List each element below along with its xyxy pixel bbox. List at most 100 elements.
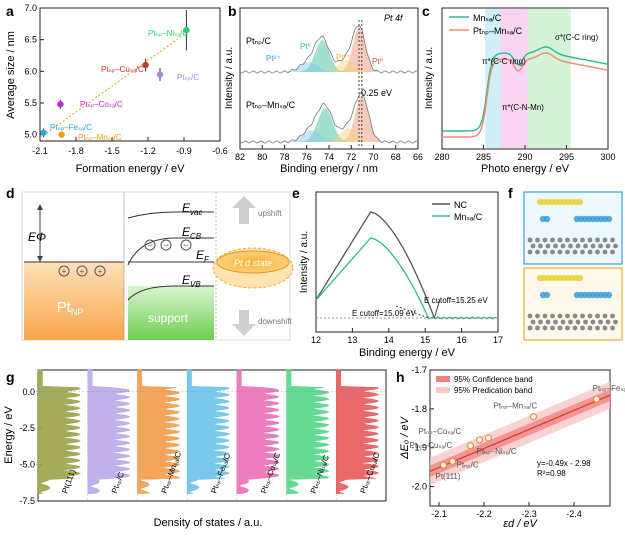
e-legend-2: Mnₛₐ/C xyxy=(454,212,483,222)
b-peak-top-pt0b xyxy=(240,40,418,72)
e-cutoff-arrow-2 xyxy=(433,299,441,319)
f-substrate-atom xyxy=(575,243,581,249)
e-xlabel: Binding energy / eV xyxy=(359,347,456,359)
f-substrate-atom xyxy=(568,319,573,325)
d-vac-level xyxy=(127,211,214,219)
panel-label-e: e xyxy=(292,185,300,201)
f-substrate-atom xyxy=(557,313,563,319)
h-ylabel: ΔEₒ / eV xyxy=(399,416,411,460)
b-ylabel: Intensity / a.u. xyxy=(224,47,235,109)
c-ann-pi-cnmn: π*(C-N-Mn) xyxy=(502,103,544,112)
e-cutoff-2: E cutoff=15.25 eV xyxy=(424,296,488,305)
e-ylabel: Intensity / a.u. xyxy=(299,231,310,293)
b-xtick-label: 68 xyxy=(391,152,401,162)
f-substrate-atom xyxy=(557,237,563,243)
f-substrate-atom xyxy=(610,237,615,243)
f-substrate-atom xyxy=(613,243,618,249)
a-xtick-label: -0.9 xyxy=(176,146,192,156)
f-substrate-atom xyxy=(545,243,551,249)
h-point-label: Pt(111) xyxy=(436,472,461,481)
d-plus-3: + xyxy=(98,267,103,276)
panel-c: 280 285 290 295 300 Mnₛₐ/C Ptₙₚ–Mnₛₐ/C σ*(C-… xyxy=(424,7,616,175)
f-substrate-atom xyxy=(538,243,543,249)
d-ef: EF xyxy=(196,248,210,264)
a-ytick-label: 7.0 xyxy=(24,3,37,13)
h-point xyxy=(448,457,457,465)
f-substrate-atom xyxy=(595,249,600,255)
d-minus-1: − xyxy=(147,240,152,250)
h-legend-box-1 xyxy=(436,376,450,382)
f-substrate-atom xyxy=(527,313,533,319)
d-ecb-e: E xyxy=(182,225,191,239)
a-point xyxy=(58,131,65,138)
panel-label-c: c xyxy=(422,3,430,19)
h-point-label: Ptₙₚ–Niₛₐ/C xyxy=(477,447,517,456)
c-ann-pi-cc: π*(C-C ring) xyxy=(482,57,526,66)
a-point xyxy=(57,101,64,108)
c-ylabel: Intensity / a.u. xyxy=(424,47,435,109)
a-xtick-label: -1.2 xyxy=(140,146,156,156)
a-xtick-label: -1.8 xyxy=(68,146,84,156)
f-substrate-atom xyxy=(598,319,603,325)
h-point-label: Ptₙₚ–Feₛₐ/C xyxy=(593,384,625,393)
f-substrate-atom xyxy=(560,319,566,325)
d-pt-main: Pt xyxy=(57,299,72,316)
panel-b: 82 80 78 76 74 72 70 68 66 Pt 4f Ptₙₚ/C Ptₙₚ–Mnₛ… xyxy=(224,7,423,175)
a-xtick-label: -0.6 xyxy=(212,146,228,156)
b-peak-bot-pt0b xyxy=(240,108,418,142)
panel-label-g: g xyxy=(6,369,15,385)
h-xtick-label: -2.1 xyxy=(431,509,447,519)
f-charge-blob xyxy=(605,291,613,299)
c-line-ptnp-mnsa xyxy=(442,52,609,138)
h-ytick-label: -2.0 xyxy=(411,482,427,492)
b-pt2-right: Pt²⁺ xyxy=(336,53,350,62)
d-e-1 xyxy=(144,239,156,251)
b-xlabel: Binding energy / nm xyxy=(280,163,378,175)
g-ytick-label: -5.0 xyxy=(19,460,35,470)
g-dos-area xyxy=(236,369,281,494)
h-legend-2: 95% Predication band xyxy=(454,386,532,395)
b-label-bottom: Ptₙₚ–Mnₛₐ/C xyxy=(246,100,296,110)
d-support-block xyxy=(128,286,214,340)
f-substrate-atom xyxy=(602,313,608,319)
f-charge-blob xyxy=(605,215,613,223)
c-line-mnsa xyxy=(442,46,609,132)
c-band xyxy=(485,9,501,148)
e-xtick-label: 17 xyxy=(493,335,503,345)
c-xtick-label: 285 xyxy=(476,152,491,162)
g-ytick-label: -7.5 xyxy=(19,496,35,506)
c-legend-2: Ptₙₚ–Mnₛₐ/C xyxy=(473,26,523,36)
b-shift: 0.25 eV xyxy=(361,88,392,98)
a-point xyxy=(142,61,149,69)
h-legend-box-2 xyxy=(436,387,450,393)
a-xlabel: Formation energy / eV xyxy=(76,163,185,175)
h-ytick-label: -1.7 xyxy=(411,365,427,375)
g-ytick-label: -2.5 xyxy=(19,423,35,433)
d-evac-e: E xyxy=(182,201,191,215)
a-label-np: Ptₙₚ/C xyxy=(177,73,199,82)
f-substrate-atom xyxy=(580,313,585,319)
f-substrate-atom xyxy=(580,237,585,243)
a-ytick-label: 6.0 xyxy=(24,66,37,76)
h-point-label: Ptₙₚ–Mnₛₐ/C xyxy=(494,402,538,411)
f-substrate-atom xyxy=(613,319,618,325)
g-xlabel: Density of states / a.u. xyxy=(154,517,263,529)
f-substrate-atom xyxy=(602,249,608,255)
d-upshift-arrow xyxy=(232,196,256,224)
b-xtick-label: 76 xyxy=(302,152,312,162)
e-legend-1: NC xyxy=(454,200,467,210)
f-substrate-atom xyxy=(535,249,540,255)
f-substrate-atom xyxy=(572,313,578,319)
e-cutoff-line-1 xyxy=(395,305,429,319)
f-substrate-atom xyxy=(595,325,600,331)
f-substrate-atom xyxy=(565,313,570,319)
panel-label-b: b xyxy=(228,3,237,19)
h-xtick-label: -2.4 xyxy=(566,509,582,519)
panel-label-h: h xyxy=(396,369,405,385)
c-band xyxy=(527,9,571,148)
e-xtick-label: 16 xyxy=(457,335,467,345)
f-substrate-atom xyxy=(530,243,536,249)
f-substrate-atom xyxy=(553,319,558,325)
panel-h: -2.1 -2.2 -2.3 -2.4 -1.7 -1.8 -1.9 -2.0 Ptₙₚ–Feₛ… xyxy=(399,365,625,530)
f-substrate-atom xyxy=(610,325,615,331)
